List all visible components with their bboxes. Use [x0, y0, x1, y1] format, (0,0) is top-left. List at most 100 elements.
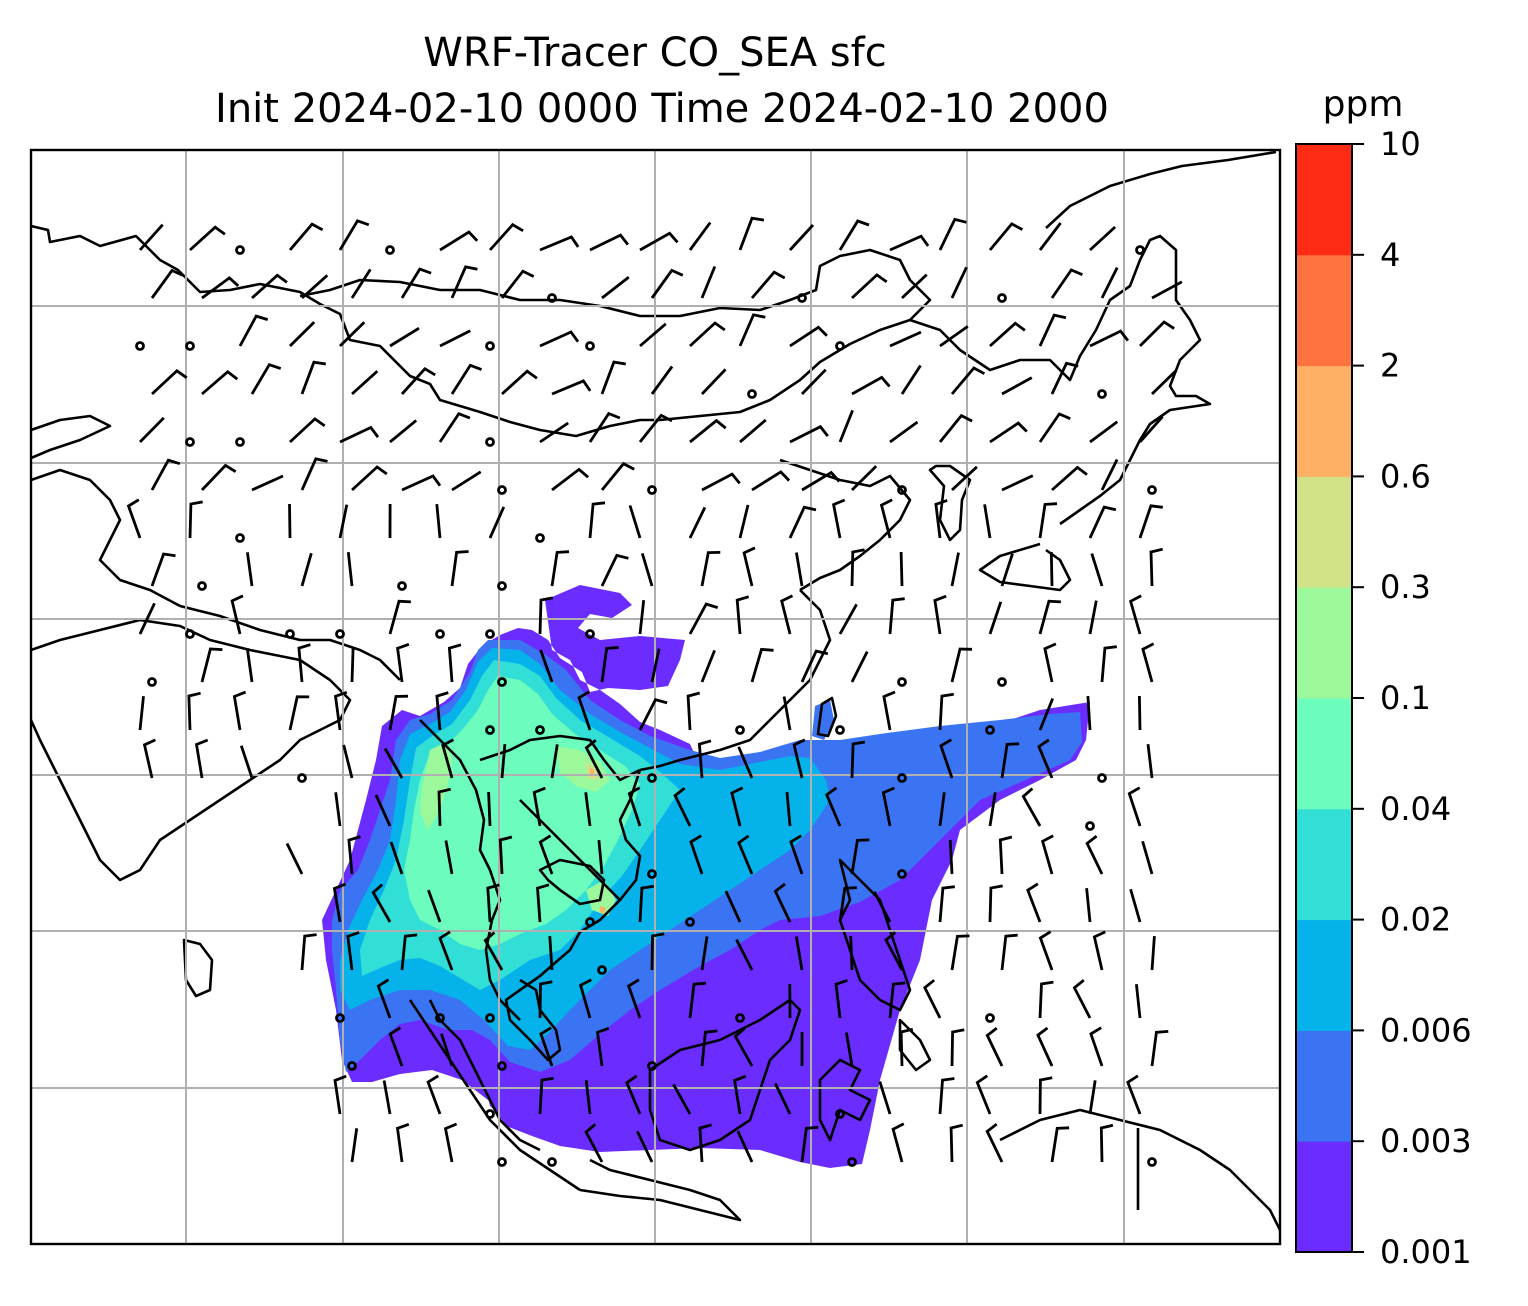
colorbar-band-5 [1296, 587, 1352, 699]
calm-marker [847, 1157, 857, 1167]
wind-barb [600, 553, 629, 587]
wind-barb [737, 746, 754, 779]
coast-india [31, 618, 352, 882]
wind-barb [548, 936, 554, 971]
wind-barb [194, 738, 209, 779]
wind-barb [1038, 980, 1054, 1019]
wind-barb [873, 891, 892, 923]
wind-barb [789, 424, 829, 444]
calm-marker [297, 773, 307, 783]
wind-barb [838, 886, 857, 923]
wind-barb [578, 978, 592, 1019]
wind-barb [700, 1029, 718, 1067]
calm-marker [485, 629, 495, 639]
border-indochina-1 [479, 734, 641, 782]
wind-barb [891, 1122, 905, 1163]
wind-barb [427, 889, 442, 923]
coast-west-edge [31, 414, 112, 460]
wind-barb [849, 935, 854, 971]
wind-barb [1089, 1026, 1104, 1067]
wind-barb [201, 276, 240, 300]
wind-barb [300, 552, 313, 587]
wind-barb [251, 273, 288, 300]
calm-marker [1147, 485, 1157, 495]
wind-barb [500, 269, 535, 299]
wind-barb [850, 740, 866, 779]
wind-barb [738, 313, 766, 347]
calm-marker [485, 341, 495, 351]
wind-barb [800, 1125, 819, 1163]
wind-barb [845, 1032, 854, 1067]
wind-barb [538, 834, 554, 875]
wind-barb [697, 739, 712, 779]
wind-barb [601, 275, 630, 300]
wind-barb [1092, 930, 1106, 971]
calm-marker [585, 341, 595, 351]
wind-barb [939, 738, 954, 779]
calm-marker [835, 1109, 845, 1119]
wind-barb [985, 1026, 1004, 1067]
calm-marker [235, 245, 245, 255]
wind-barb [1088, 505, 1117, 539]
wind-barb [878, 1081, 892, 1115]
calm-marker [285, 629, 295, 639]
wind-barb [288, 222, 324, 251]
wind-barb [923, 979, 942, 1019]
border-pakistan [31, 468, 181, 608]
wind-barb [600, 461, 635, 491]
wind-barb [351, 465, 388, 492]
wind-barb [1129, 888, 1142, 923]
wind-barb [938, 792, 946, 827]
wind-barbs [126, 216, 1183, 1167]
wind-barb [401, 474, 442, 492]
wind-barb [834, 979, 848, 1019]
wind-barb [150, 458, 181, 491]
wind-barb [189, 225, 226, 252]
wind-barb [879, 498, 893, 539]
colorbar-tick-label: 10 [1380, 125, 1421, 163]
wind-barb [1038, 599, 1061, 635]
wind-barb [689, 418, 727, 444]
wind-barb [1089, 225, 1117, 252]
conc-level-0.1 [420, 742, 616, 916]
coast-malay [428, 999, 541, 1152]
calm-marker [1085, 821, 1095, 831]
wind-barb [1100, 266, 1119, 299]
wind-barb [724, 890, 742, 923]
calm-marker [185, 629, 195, 639]
wind-barb [832, 498, 846, 539]
wind-barb [350, 1128, 359, 1163]
wind-barb [850, 548, 865, 587]
wind-barb [888, 597, 905, 635]
coast-kamchatka-japan [978, 542, 1072, 592]
wind-barb [650, 648, 661, 683]
wind-barb [1139, 320, 1175, 347]
wind-barb [688, 221, 712, 251]
wind-barb [1099, 1123, 1114, 1163]
calm-marker [497, 677, 507, 687]
wind-barb [1146, 744, 1154, 779]
wind-barb [988, 601, 1003, 635]
wind-barb [1141, 840, 1154, 875]
colorbar-tick-label: 0.3 [1380, 568, 1431, 606]
wind-barb [487, 791, 492, 827]
wind-barb [1051, 465, 1088, 492]
calm-marker [235, 437, 245, 447]
wind-barb [792, 738, 806, 779]
wind-barb [142, 738, 156, 779]
coast-taiwan [816, 696, 838, 738]
wind-barb [851, 465, 878, 491]
coast-indochina [504, 769, 642, 1062]
wind-barb [735, 595, 750, 635]
colorbar-bands [1296, 144, 1352, 1253]
calm-marker [647, 773, 657, 783]
wind-barb [584, 1080, 592, 1115]
wind-barb [250, 363, 282, 395]
wind-barb [989, 321, 1026, 348]
colorbar-tick-label: 4 [1380, 236, 1400, 274]
colorbar-band-8 [1296, 254, 1352, 367]
calm-marker [647, 485, 657, 495]
wind-barb [300, 457, 328, 491]
wind-barb [881, 786, 895, 827]
wind-barb [1138, 695, 1142, 731]
